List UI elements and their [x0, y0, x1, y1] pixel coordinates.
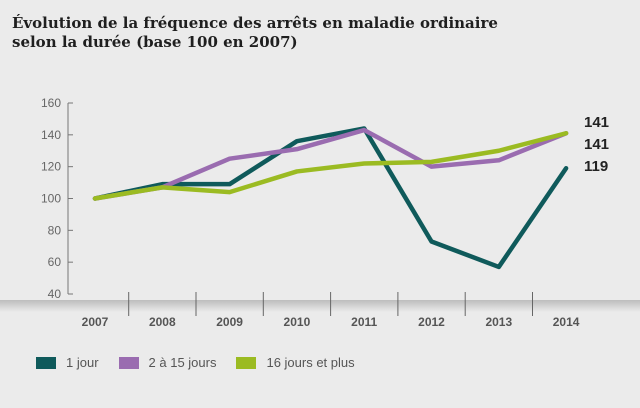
series-line-2-à-15-jours	[92, 127, 569, 201]
legend-label: 16 jours et plus	[266, 355, 355, 370]
x-tick-label: 2007	[82, 315, 109, 329]
chart-title: Évolution de la fréquence des arrêts en …	[12, 14, 498, 52]
series-lines	[92, 126, 569, 270]
legend-item-16-jours-plus: 16 jours et plus	[236, 355, 355, 370]
x-tick-label: 2010	[284, 315, 311, 329]
legend-item-1-jour: 1 jour	[36, 355, 99, 370]
end-label: 119	[584, 158, 608, 175]
x-tick-label: 2013	[485, 315, 512, 329]
axes: 40 60 80 100 120 140 160 2007 2008 2009 2010 2011 20…	[0, 96, 640, 329]
y-tick-label: 140	[41, 128, 61, 142]
y-tick-label: 80	[48, 223, 62, 237]
legend-swatch	[236, 356, 257, 369]
x-axis-band	[0, 300, 640, 312]
x-tick-label: 2008	[149, 315, 176, 329]
line-chart: 40 60 80 100 120 140 160 2007 2008 2009 2010 2011 20…	[0, 96, 640, 329]
y-tick-label: 160	[41, 96, 61, 110]
title-line-2: selon la durée (base 100 en 2007)	[12, 33, 298, 51]
end-label: 141	[584, 136, 609, 153]
legend: 1 jour 2 à 15 jours 16 jours et plus	[36, 355, 375, 370]
legend-label: 1 jour	[66, 355, 99, 370]
x-tick-label: 2011	[351, 315, 377, 329]
end-labels: 119 141 141	[584, 114, 609, 175]
series-line-16-jours-et-plus	[92, 130, 569, 201]
end-label: 141	[584, 114, 609, 131]
y-tick-label: 120	[41, 160, 61, 174]
y-tick-label: 100	[41, 192, 61, 206]
title-line-1: Évolution de la fréquence des arrêts en …	[12, 14, 498, 32]
x-tick-label: 2012	[418, 315, 445, 329]
x-tick-label: 2014	[553, 315, 580, 329]
x-tick-label: 2009	[216, 315, 243, 329]
legend-swatch	[36, 356, 56, 369]
legend-item-2-15-jours: 2 à 15 jours	[118, 355, 217, 370]
legend-label: 2 à 15 jours	[148, 355, 217, 370]
legend-swatch	[118, 356, 139, 369]
y-tick-label: 40	[48, 287, 62, 301]
y-tick-label: 60	[48, 255, 62, 269]
